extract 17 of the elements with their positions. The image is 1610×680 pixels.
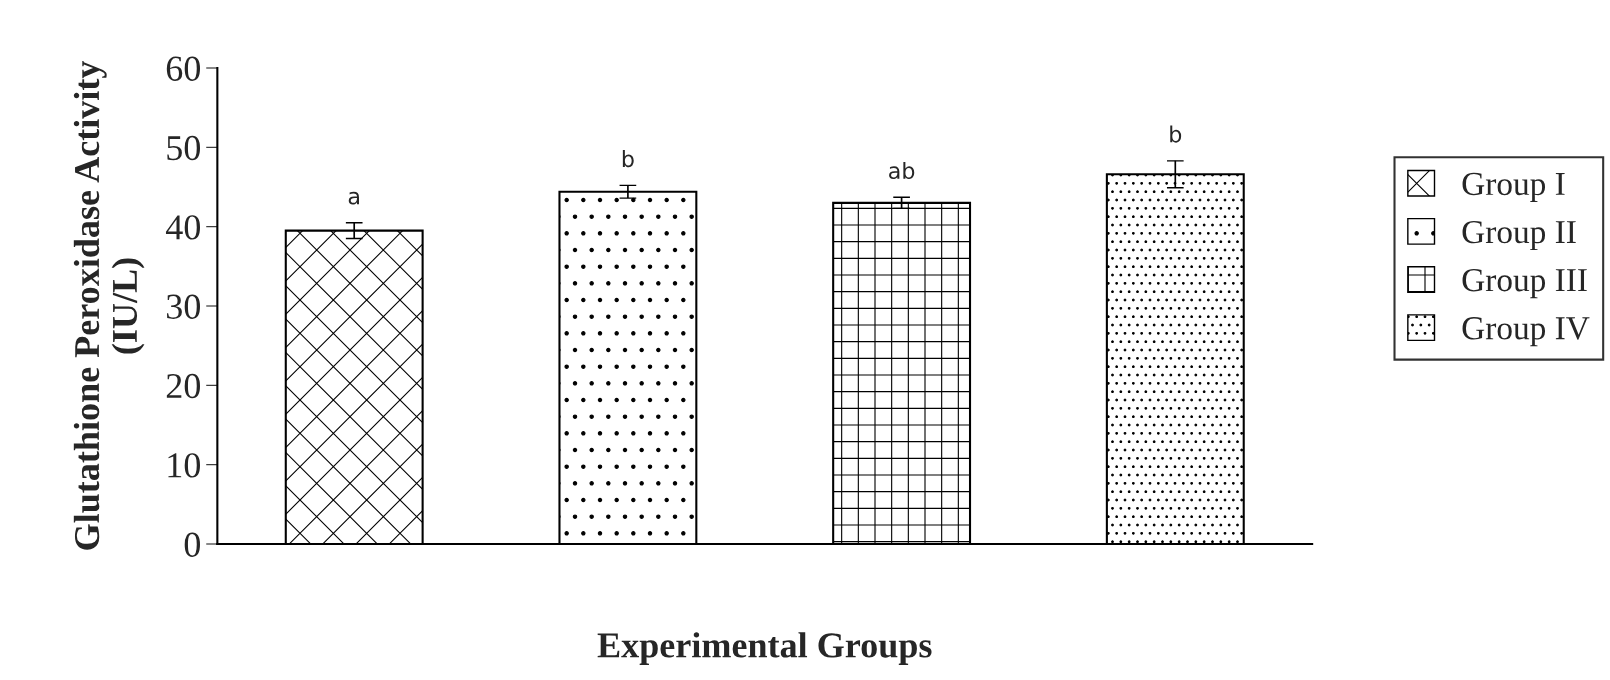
y-tick-label: 50 xyxy=(167,135,200,161)
annotation: a xyxy=(348,191,359,205)
y-tick-label: 30 xyxy=(166,294,200,319)
legend-label: Group I xyxy=(1462,172,1565,202)
annotation: b xyxy=(622,150,634,168)
y-tick-label: 60 xyxy=(166,56,200,81)
y-tick-label: 10 xyxy=(168,453,200,478)
x-axis-title: Experimental Groups xyxy=(597,632,932,665)
annotation: b xyxy=(1170,125,1182,143)
legend-label: Group III xyxy=(1462,268,1587,299)
y-tick-label: 0 xyxy=(184,532,200,557)
legend-label: Group IV xyxy=(1462,317,1590,347)
y-axis-title: Glutathione Peroxidase Activity (IU/L) xyxy=(73,60,145,550)
legend-label: Group II xyxy=(1462,220,1576,251)
y-tick-label: 40 xyxy=(165,215,200,240)
y-tick-label: 20 xyxy=(166,373,200,399)
annotation: ab xyxy=(889,161,915,180)
